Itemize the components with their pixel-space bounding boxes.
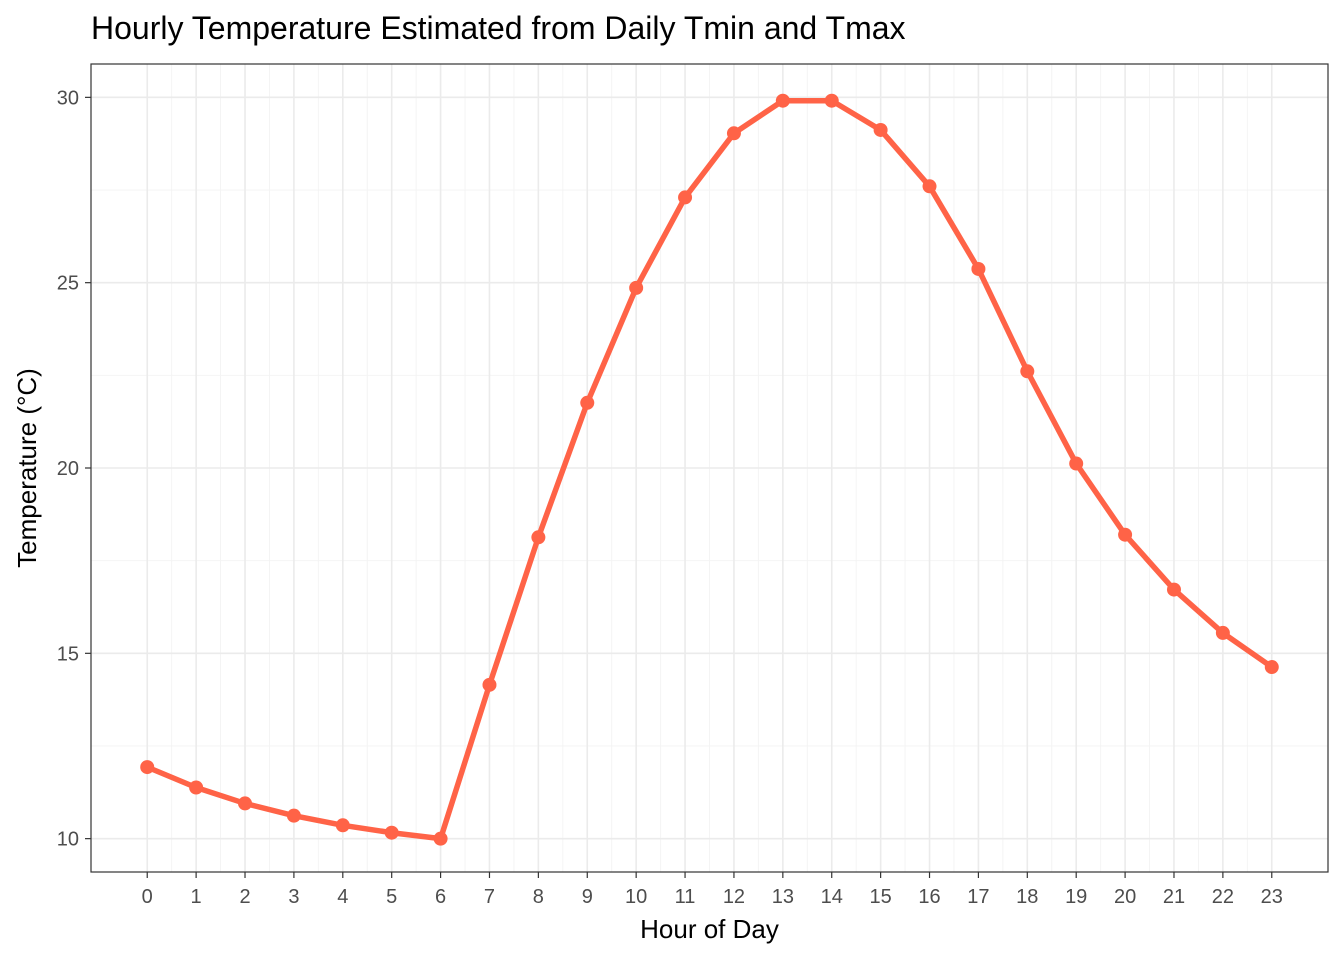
temperature-point xyxy=(1215,625,1230,640)
major-gridlines xyxy=(91,64,1328,872)
temperature-point xyxy=(775,93,790,108)
x-tick-label: 15 xyxy=(870,886,892,908)
temperature-point xyxy=(629,280,644,295)
x-tick-label: 7 xyxy=(484,886,495,908)
temperature-point xyxy=(1166,582,1181,597)
y-tick-label: 30 xyxy=(57,87,79,109)
temperature-point xyxy=(384,825,399,840)
x-tick-label: 10 xyxy=(625,886,647,908)
x-tick-label: 0 xyxy=(142,886,153,908)
x-tick-label: 11 xyxy=(675,886,696,908)
x-tick-label: 6 xyxy=(435,886,446,908)
x-tick-label: 22 xyxy=(1212,886,1234,908)
temperature-line xyxy=(144,97,1275,842)
series-layer xyxy=(140,93,1279,846)
temperature-point xyxy=(580,395,595,410)
x-tick-label: 1 xyxy=(191,886,202,908)
x-tick-label: 17 xyxy=(967,886,989,908)
temperature-point xyxy=(238,796,253,811)
x-tick-label: 12 xyxy=(723,886,745,908)
x-tick-label: 18 xyxy=(1016,886,1038,908)
temperature-point xyxy=(286,808,301,823)
temperature-point xyxy=(482,677,497,692)
temperature-point xyxy=(1069,456,1084,471)
x-tick-label: 20 xyxy=(1114,886,1136,908)
temperature-point xyxy=(922,179,937,194)
temperature-point xyxy=(1118,527,1133,542)
x-tick-label: 21 xyxy=(1163,886,1185,908)
chart-title: Hourly Temperature Estimated from Daily … xyxy=(91,10,906,46)
y-tick-label: 10 xyxy=(57,829,79,851)
y-axis-ticks: 10 15 20 25 30 xyxy=(57,87,91,851)
temperature-point xyxy=(824,93,839,108)
x-tick-label: 19 xyxy=(1065,886,1087,908)
temperature-point xyxy=(971,261,986,276)
x-tick-label: 16 xyxy=(918,886,940,908)
x-tick-label: 5 xyxy=(386,886,397,908)
temperature-point xyxy=(531,530,546,545)
x-axis-title: Hour of Day xyxy=(640,914,779,944)
temperature-point xyxy=(189,780,204,795)
y-tick-label: 15 xyxy=(57,643,79,665)
temperature-point xyxy=(1020,364,1035,379)
x-tick-label: 14 xyxy=(821,886,843,908)
x-tick-label: 23 xyxy=(1261,886,1283,908)
y-axis-title: Temperature (°C) xyxy=(12,368,42,568)
x-tick-label: 2 xyxy=(239,886,250,908)
x-tick-label: 3 xyxy=(288,886,299,908)
x-tick-label: 9 xyxy=(582,886,593,908)
temperature-point xyxy=(335,818,350,833)
y-tick-label: 25 xyxy=(57,273,79,295)
x-axis-ticks: 0 1 2 3 4 5 6 7 8 9 10 11 12 13 14 15 16 17 18 19 20 21 22 23 xyxy=(142,872,1283,908)
temperature-point xyxy=(433,831,448,846)
temperature-point xyxy=(726,126,741,141)
x-tick-label: 4 xyxy=(337,886,348,908)
temperature-point xyxy=(873,122,888,137)
temperature-point xyxy=(678,190,693,205)
y-tick-label: 20 xyxy=(57,458,79,480)
temperature-point xyxy=(140,760,155,775)
temperature-point xyxy=(1264,660,1279,675)
x-tick-label: 13 xyxy=(772,886,794,908)
x-tick-label: 8 xyxy=(533,886,544,908)
